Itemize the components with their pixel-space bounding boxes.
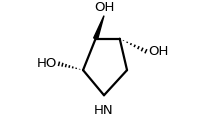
Text: OH: OH: [94, 1, 114, 14]
Polygon shape: [94, 16, 104, 39]
Text: OH: OH: [148, 45, 168, 58]
Text: HO: HO: [36, 57, 57, 70]
Text: HN: HN: [94, 104, 114, 117]
